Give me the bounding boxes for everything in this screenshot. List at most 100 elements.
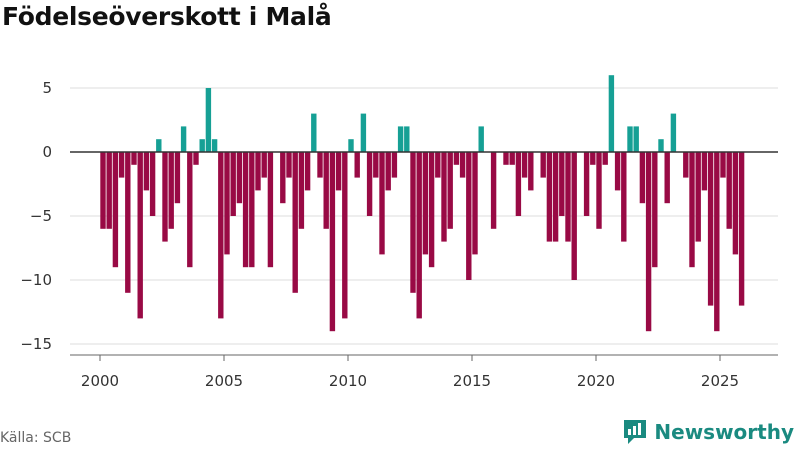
bar xyxy=(391,152,398,178)
bar xyxy=(670,113,677,152)
bar xyxy=(311,113,317,152)
bar xyxy=(385,152,391,191)
bar xyxy=(199,139,205,152)
bar xyxy=(509,152,515,165)
bar xyxy=(503,152,509,165)
bar xyxy=(614,152,621,191)
bar xyxy=(565,152,571,242)
bar xyxy=(137,152,143,319)
bar xyxy=(689,152,695,268)
bar xyxy=(490,152,497,229)
y-tick-label: −10 xyxy=(20,271,52,289)
y-tick-label: −5 xyxy=(30,207,52,225)
bar xyxy=(707,152,714,306)
bar xyxy=(397,126,404,152)
bar xyxy=(590,152,596,165)
bar xyxy=(106,152,112,229)
bar xyxy=(596,152,602,229)
bar xyxy=(540,152,546,178)
bar xyxy=(261,152,267,178)
y-tick-label: 5 xyxy=(42,79,52,97)
x-tick-label: 2000 xyxy=(81,372,119,390)
bar xyxy=(149,152,156,216)
bar xyxy=(453,152,460,165)
bar xyxy=(373,152,379,178)
bar xyxy=(447,152,453,229)
bar xyxy=(143,152,150,191)
bar xyxy=(701,152,708,191)
bar xyxy=(459,152,466,178)
bar xyxy=(695,152,701,242)
bars-group xyxy=(100,75,745,332)
bar xyxy=(354,152,360,178)
bar xyxy=(478,126,484,152)
bar xyxy=(156,139,162,152)
bar xyxy=(583,152,590,216)
bar xyxy=(546,152,553,242)
bar xyxy=(683,152,689,178)
bar xyxy=(125,152,131,293)
bar xyxy=(249,152,255,268)
bar xyxy=(174,152,181,204)
bar xyxy=(317,152,323,178)
bar xyxy=(720,152,726,178)
y-tick-label: −15 xyxy=(20,335,52,353)
bar xyxy=(255,152,261,191)
bar xyxy=(348,139,354,152)
bar xyxy=(329,152,336,332)
bar xyxy=(552,152,559,242)
y-axis-ticks: 5 0 −5 −10 −15 xyxy=(20,79,52,353)
chart-title: Födelseöverskott i Malå xyxy=(2,2,332,31)
bar xyxy=(193,152,199,165)
bar xyxy=(441,152,447,242)
bar xyxy=(360,113,367,152)
bar xyxy=(100,152,106,229)
bar xyxy=(602,152,608,165)
bar xyxy=(714,152,720,332)
bar xyxy=(404,126,410,152)
bar xyxy=(298,152,305,229)
bar xyxy=(664,152,670,204)
bar xyxy=(242,152,249,268)
bar xyxy=(112,152,119,268)
bar xyxy=(230,152,236,216)
bar xyxy=(366,152,373,216)
x-tick-label: 2015 xyxy=(453,372,491,390)
bar xyxy=(267,152,274,268)
bar xyxy=(627,126,633,152)
bar xyxy=(286,152,292,178)
bar xyxy=(342,152,348,319)
bar xyxy=(379,152,385,255)
bar xyxy=(559,152,565,216)
bar xyxy=(162,152,168,242)
bar xyxy=(652,152,658,268)
bar xyxy=(571,152,577,280)
bar xyxy=(422,152,429,255)
bar xyxy=(236,152,243,204)
bar xyxy=(335,152,342,191)
bar xyxy=(180,126,187,152)
bar xyxy=(410,152,416,293)
bar xyxy=(515,152,522,216)
bar xyxy=(292,152,298,293)
bar xyxy=(280,152,286,204)
bar xyxy=(608,75,615,152)
bar xyxy=(639,152,646,204)
brand-name: Newsworthy xyxy=(654,420,794,444)
bar xyxy=(118,152,125,178)
bar xyxy=(732,152,739,255)
x-tick-label: 2005 xyxy=(205,372,243,390)
bar xyxy=(224,152,230,255)
x-tick-label: 2010 xyxy=(329,372,367,390)
newsworthy-icon xyxy=(624,420,647,444)
bar xyxy=(738,152,745,306)
bar xyxy=(466,152,472,280)
bar xyxy=(658,139,664,152)
bar xyxy=(205,88,212,152)
bar xyxy=(645,152,652,332)
bar xyxy=(435,152,441,178)
source-label: Källa: SCB xyxy=(0,430,72,446)
bar xyxy=(528,152,534,191)
bar xyxy=(323,152,329,229)
